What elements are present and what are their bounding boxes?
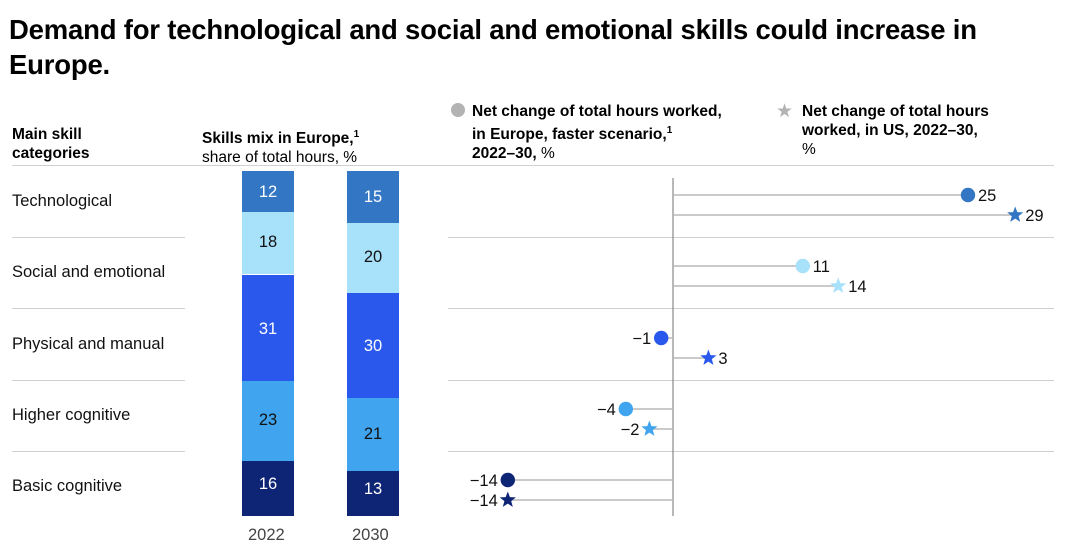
header-skills-mix-footnote: 1 bbox=[353, 129, 360, 140]
europe-value-label-social-and-emotional: 11 bbox=[813, 258, 830, 276]
us-value-label-higher-cognitive: −2 bbox=[621, 421, 640, 439]
row-label-social-and-emotional: Social and emotional bbox=[12, 263, 166, 281]
row-label-higher-cognitive: Higher cognitive bbox=[12, 406, 131, 424]
us-star-social-and-emotional bbox=[830, 277, 847, 293]
us-value-label-social-and-emotional: 14 bbox=[848, 278, 866, 296]
bar-segment-higher-cognitive-2022: 23 bbox=[242, 381, 294, 461]
header-separator bbox=[12, 165, 1054, 166]
header-skill-categories-line2: categories bbox=[12, 145, 90, 162]
legend-europe-footnote: 1 bbox=[666, 125, 673, 136]
bar-value-label: 20 bbox=[363, 248, 383, 267]
bar-value-label: 15 bbox=[363, 188, 383, 206]
legend-europe-line1: Net change of total hours worked, bbox=[472, 103, 722, 120]
europe-value-label-higher-cognitive: −4 bbox=[597, 401, 616, 419]
legend-star-icon: ★ bbox=[776, 101, 794, 122]
legend-us-line2: worked, in US, 2022–30, bbox=[802, 122, 978, 139]
legend-europe-line2: in Europe, faster scenario, bbox=[472, 126, 667, 144]
row-separator bbox=[448, 451, 1054, 452]
us-star-physical-and-manual bbox=[700, 349, 717, 365]
legend-us-line3: % bbox=[802, 141, 816, 158]
europe-point-physical-and-manual bbox=[654, 330, 669, 346]
row-separator bbox=[12, 308, 185, 309]
bar-segment-basic-cognitive-2030: 13 bbox=[347, 470, 399, 516]
europe-point-basic-cognitive bbox=[500, 472, 515, 488]
legend-us: Net change of total hours worked, in US,… bbox=[802, 102, 989, 159]
europe-value-label-basic-cognitive: −14 bbox=[470, 472, 498, 490]
header-skills-mix-title: Skills mix in Europe, bbox=[202, 130, 354, 148]
bar-value-label: 13 bbox=[363, 480, 383, 499]
year-2030-label: 2030 bbox=[352, 526, 389, 544]
bar-segment-technological-2030: 15 bbox=[347, 171, 399, 224]
us-value-label-physical-and-manual: 3 bbox=[718, 350, 727, 368]
bar-segment-social-and-emotional-2030: 20 bbox=[347, 223, 399, 293]
us-star-higher-cognitive bbox=[641, 420, 658, 436]
chart-title: Demand for technological and social and … bbox=[9, 14, 977, 80]
us-star-technological bbox=[1007, 206, 1024, 222]
header-skill-categories-line1: Main skill bbox=[12, 126, 82, 143]
bar-value-label: 12 bbox=[258, 183, 278, 201]
header-skills-mix: Skills mix in Europe,1 share of total ho… bbox=[202, 125, 359, 167]
header-skill-categories: Main skill categories bbox=[12, 125, 90, 163]
row-separator bbox=[448, 237, 1054, 238]
row-label-basic-cognitive: Basic cognitive bbox=[12, 477, 123, 495]
us-value-label-basic-cognitive: −14 bbox=[470, 492, 498, 510]
year-2022-label: 2022 bbox=[248, 526, 285, 544]
europe-value-label-physical-and-manual: −1 bbox=[632, 330, 651, 348]
row-separator bbox=[448, 380, 1054, 381]
bar-value-label: 31 bbox=[258, 319, 278, 338]
bar-segment-physical-and-manual-2022: 31 bbox=[242, 274, 294, 382]
legend-europe-period: 2022–30, bbox=[472, 145, 537, 163]
header-skills-mix-sub: share of total hours, % bbox=[202, 149, 358, 167]
legend-us-line1: Net change of total hours bbox=[802, 103, 989, 120]
legend-europe: Net change of total hours worked, in Eur… bbox=[472, 102, 722, 163]
row-separator bbox=[12, 380, 185, 381]
bar-segment-technological-2022: 12 bbox=[242, 171, 294, 213]
bar-value-label: 21 bbox=[363, 424, 383, 443]
europe-value-label-technological: 25 bbox=[978, 187, 996, 205]
europe-point-technological bbox=[960, 187, 976, 203]
us-star-basic-cognitive bbox=[499, 491, 516, 507]
europe-point-social-and-emotional bbox=[795, 258, 810, 274]
bar-segment-basic-cognitive-2022: 16 bbox=[242, 460, 294, 516]
row-separator bbox=[448, 308, 1054, 309]
bar-segment-physical-and-manual-2030: 30 bbox=[347, 292, 399, 398]
us-value-label-technological: 29 bbox=[1025, 207, 1043, 225]
bar-segment-social-and-emotional-2022: 18 bbox=[242, 212, 294, 275]
bar-value-label: 18 bbox=[258, 233, 278, 252]
bar-segment-higher-cognitive-2030: 21 bbox=[347, 397, 399, 471]
legend-europe-unit: % bbox=[536, 145, 555, 163]
bar-value-label: 16 bbox=[258, 475, 278, 494]
europe-point-higher-cognitive bbox=[618, 401, 633, 417]
bar-value-label: 23 bbox=[258, 411, 278, 430]
bar-value-label: 30 bbox=[363, 336, 383, 355]
row-separator bbox=[12, 237, 185, 238]
row-label-technological: Technological bbox=[12, 192, 112, 210]
legend-circle-icon bbox=[451, 103, 465, 117]
row-separator bbox=[12, 451, 185, 452]
row-label-physical-and-manual: Physical and manual bbox=[12, 335, 165, 353]
